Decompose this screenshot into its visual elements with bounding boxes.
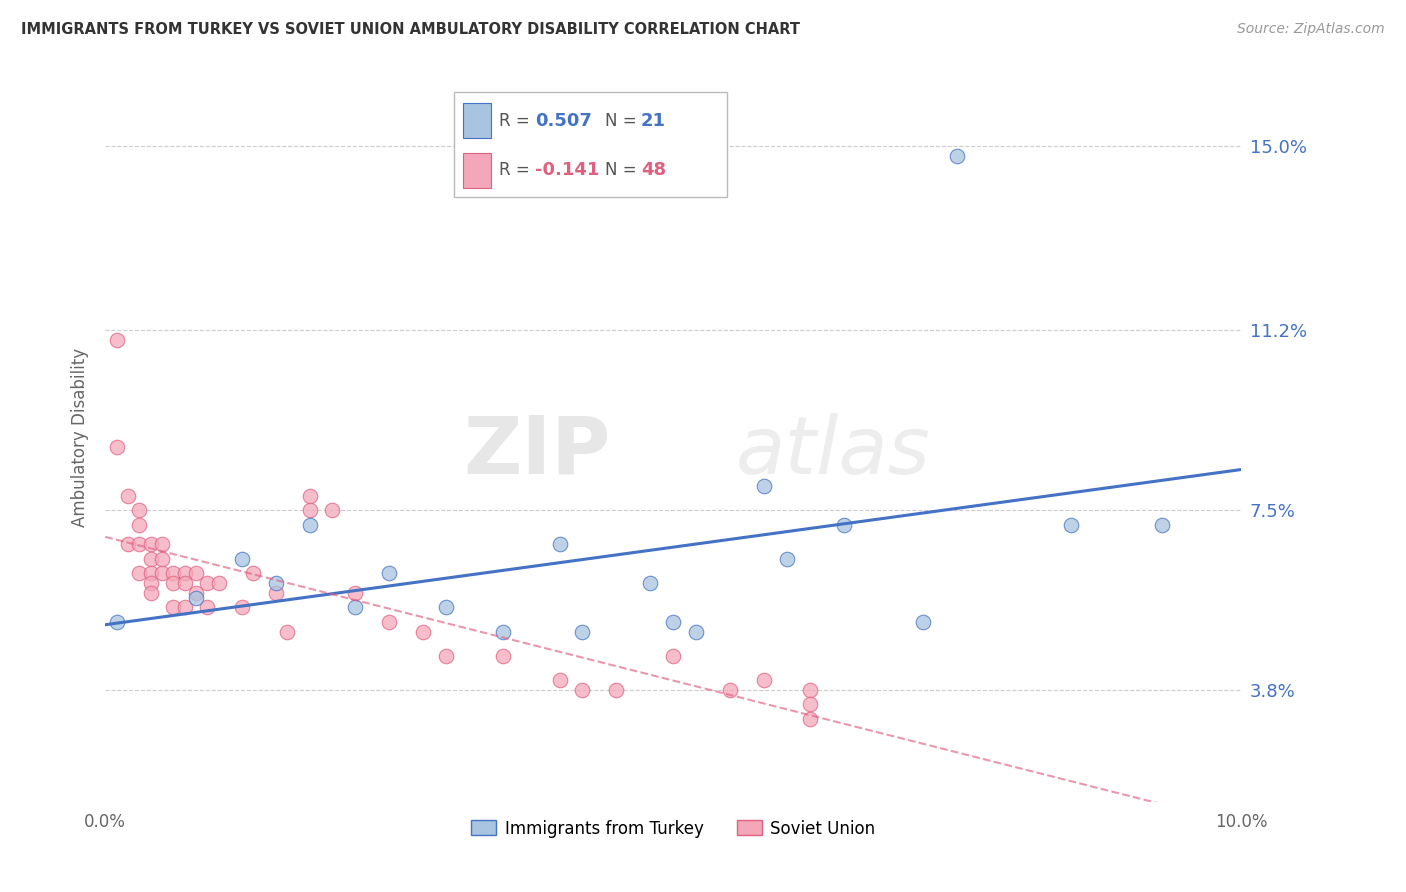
Point: [150, 537, 173, 551]
Point: [173, 566, 195, 581]
Text: IMMIGRANTS FROM TURKEY VS SOVIET UNION AMBULATORY DISABILITY CORRELATION CHART: IMMIGRANTS FROM TURKEY VS SOVIET UNION A…: [21, 22, 800, 37]
Point: [1150, 517, 1173, 532]
Point: [434, 648, 457, 663]
Point: [264, 576, 287, 591]
Point: [231, 600, 253, 615]
Point: [492, 648, 515, 663]
Point: [752, 673, 775, 687]
Point: [946, 148, 969, 162]
Text: Source: ZipAtlas.com: Source: ZipAtlas.com: [1237, 22, 1385, 37]
Point: [434, 600, 457, 615]
Point: [298, 517, 321, 532]
Point: [128, 537, 150, 551]
Point: [197, 600, 219, 615]
Point: [105, 333, 128, 347]
Point: [242, 566, 264, 581]
Point: [184, 591, 207, 605]
Point: [184, 585, 207, 599]
Point: [321, 503, 343, 517]
Point: [208, 576, 231, 591]
Point: [1060, 517, 1083, 532]
Point: [378, 615, 401, 629]
Point: [139, 537, 162, 551]
Point: [117, 537, 139, 551]
Point: [139, 566, 162, 581]
Point: [139, 585, 162, 599]
Point: [197, 576, 219, 591]
Point: [912, 615, 935, 629]
Point: [799, 712, 821, 726]
Text: atlas: atlas: [735, 413, 931, 491]
Point: [799, 698, 821, 712]
Point: [571, 624, 593, 639]
Point: [105, 440, 128, 454]
Point: [662, 648, 685, 663]
Legend: Immigrants from Turkey, Soviet Union: Immigrants from Turkey, Soviet Union: [464, 813, 882, 844]
Point: [718, 682, 741, 697]
Point: [128, 566, 150, 581]
Point: [492, 624, 515, 639]
Point: [105, 615, 128, 629]
Point: [162, 566, 184, 581]
Point: [173, 576, 195, 591]
Point: [752, 479, 775, 493]
Point: [605, 682, 627, 697]
Point: [344, 600, 367, 615]
Point: [298, 503, 321, 517]
Point: [150, 551, 173, 566]
Point: [298, 489, 321, 503]
Point: [571, 682, 593, 697]
Point: [344, 585, 367, 599]
Point: [832, 517, 855, 532]
Text: ZIP: ZIP: [464, 413, 610, 491]
Point: [128, 517, 150, 532]
Point: [640, 576, 662, 591]
Point: [264, 585, 287, 599]
Y-axis label: Ambulatory Disability: Ambulatory Disability: [72, 348, 89, 527]
Point: [128, 503, 150, 517]
Point: [117, 489, 139, 503]
Point: [173, 600, 195, 615]
Point: [276, 624, 298, 639]
Point: [139, 576, 162, 591]
Point: [799, 682, 821, 697]
Point: [548, 537, 571, 551]
Point: [150, 566, 173, 581]
Point: [412, 624, 434, 639]
Point: [548, 673, 571, 687]
Point: [662, 615, 685, 629]
Point: [231, 551, 253, 566]
Point: [162, 576, 184, 591]
Point: [776, 551, 799, 566]
Point: [162, 600, 184, 615]
Point: [184, 566, 207, 581]
Point: [139, 551, 162, 566]
Point: [378, 566, 401, 581]
Point: [685, 624, 707, 639]
